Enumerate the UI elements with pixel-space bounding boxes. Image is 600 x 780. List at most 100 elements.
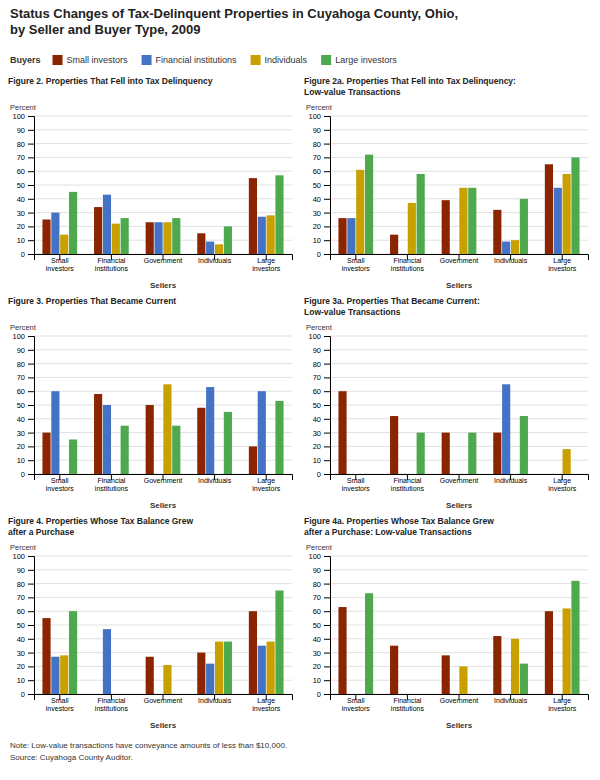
bar <box>451 474 459 475</box>
x-tick: Financialinstitutions <box>95 254 129 272</box>
bar <box>468 433 476 474</box>
x-tick-label: Individuals <box>198 477 232 484</box>
text-line: Small <box>347 477 365 484</box>
text-line: institutions <box>95 705 129 712</box>
bar <box>172 426 180 474</box>
y-tick-label: 20 <box>313 222 321 231</box>
y-tick-mark <box>28 226 34 227</box>
y-tick-mark <box>324 597 330 598</box>
bars <box>42 175 283 254</box>
bar <box>338 391 346 474</box>
bar <box>206 664 214 694</box>
text-line: investors <box>252 485 281 492</box>
y-tick-mark <box>324 377 330 378</box>
bar <box>554 694 562 695</box>
bar <box>554 474 562 475</box>
plot-area: Percent0102030405060708090100Smallinvest… <box>306 323 589 510</box>
y-tick: 70 <box>17 593 34 602</box>
x-tick: Government <box>440 254 479 264</box>
y-tick-mark <box>28 597 34 598</box>
x-tick-label: Largeinvestors <box>548 477 577 492</box>
y-tick-mark <box>324 625 330 626</box>
x-tick-label: Financialinstitutions <box>391 477 425 492</box>
bar <box>554 188 562 254</box>
text-line: Figure 4a. Properties Whose Tax Balance … <box>304 516 494 526</box>
bar <box>267 474 275 475</box>
bar <box>215 474 223 475</box>
y-tick-mark <box>28 254 34 255</box>
y-tick-mark <box>324 639 330 640</box>
x-tick: Smallinvestors <box>342 474 371 492</box>
panel: Figure 2a. Properties That Fell into Tax… <box>304 76 589 290</box>
bar <box>172 218 180 254</box>
figure: Status Changes of Tax-Delinquent Propert… <box>0 0 600 780</box>
y-tick: 30 <box>17 649 34 658</box>
y-tick-label: 60 <box>17 607 25 616</box>
y-tick-mark <box>28 405 34 406</box>
y-tick-mark <box>28 130 34 131</box>
grid <box>330 116 588 254</box>
x-tick-label: Government <box>144 477 183 484</box>
plot-area: Percent0102030405060708090100Smallinvest… <box>306 103 589 290</box>
text-line: investors <box>46 265 75 272</box>
x-tick-label: Financialinstitutions <box>95 257 129 272</box>
y-tick: 50 <box>17 181 34 190</box>
title: Status Changes of Tax-Delinquent Propert… <box>10 6 458 37</box>
y-tick-label: 60 <box>313 387 321 396</box>
text-line: after a Purchase: Low-value Transactions <box>304 527 472 537</box>
y-tick: 0 <box>21 250 34 259</box>
y-tick-mark <box>324 350 330 351</box>
x-axis-label: Sellers <box>446 501 473 510</box>
bar <box>267 642 275 694</box>
y-tick-label: 80 <box>17 580 25 589</box>
y-tick: 40 <box>313 415 330 424</box>
y-tick-label: 60 <box>17 167 25 176</box>
y-tick: 90 <box>313 346 330 355</box>
y-tick: 30 <box>313 209 330 218</box>
y-tick-mark <box>324 446 330 447</box>
bar <box>69 611 77 694</box>
x-tick: Government <box>144 474 183 484</box>
y-tick-label: 20 <box>313 442 321 451</box>
grid <box>330 336 588 474</box>
y-tick-mark <box>324 130 330 131</box>
y-tick: 20 <box>17 222 34 231</box>
text-line: investors <box>342 485 371 492</box>
bar <box>103 629 111 694</box>
text-line: Figure 2a. Properties That Fell into Tax… <box>304 76 516 86</box>
x-tick: Individuals <box>494 474 528 484</box>
bar <box>224 642 232 694</box>
bar <box>347 218 355 254</box>
grid-line <box>34 583 292 584</box>
y-tick-mark <box>28 460 34 461</box>
y-tick-mark <box>324 116 330 117</box>
bar <box>249 446 257 474</box>
panel: Figure 2. Properties That Fell into Tax … <box>8 76 293 290</box>
y-tick: 90 <box>17 346 34 355</box>
x-axis: SmallinvestorsFinancialinstitutionsGover… <box>331 694 589 712</box>
y-tick: 10 <box>17 456 34 465</box>
y-tick: 0 <box>317 690 330 699</box>
y-tick: 10 <box>313 236 330 245</box>
y-tick-label: 60 <box>313 167 321 176</box>
x-tick-label: Smallinvestors <box>46 477 75 492</box>
y-tick-mark <box>324 680 330 681</box>
y-tick-mark <box>28 185 34 186</box>
y-tick-label: 80 <box>313 580 321 589</box>
y-tick: 40 <box>17 635 34 644</box>
text-line: after a Purchase <box>8 527 74 537</box>
x-tick: Financialinstitutions <box>391 694 425 712</box>
y-tick: 70 <box>17 373 34 382</box>
x-tick-label: Largeinvestors <box>252 697 281 712</box>
bar <box>215 642 223 694</box>
x-axis: SmallinvestorsFinancialinstitutionsGover… <box>331 254 589 272</box>
y-tick-label: 0 <box>21 470 25 479</box>
text-line: Individuals <box>494 697 528 704</box>
y-tick-label: 30 <box>313 649 321 658</box>
legend-swatch <box>53 55 63 65</box>
y-tick-label: 0 <box>317 470 321 479</box>
y-tick-mark <box>28 391 34 392</box>
bar <box>390 416 398 474</box>
grid-line <box>330 349 588 350</box>
bar <box>451 694 459 695</box>
